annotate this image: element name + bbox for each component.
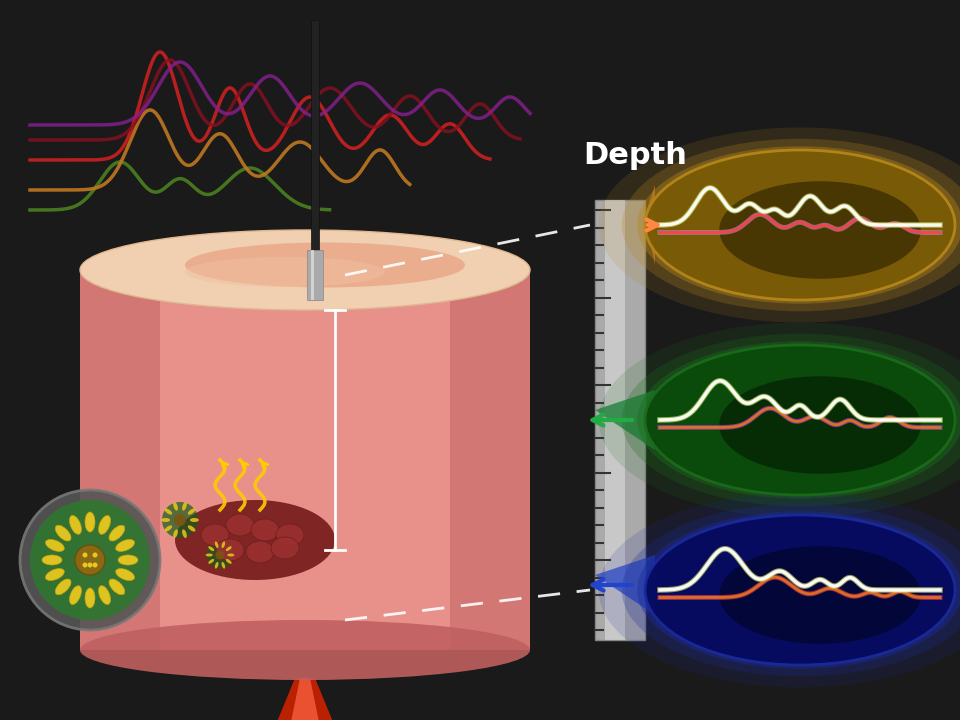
Ellipse shape — [645, 345, 955, 495]
Ellipse shape — [276, 524, 304, 546]
Ellipse shape — [622, 504, 960, 676]
Ellipse shape — [216, 539, 244, 561]
Ellipse shape — [637, 511, 960, 669]
Polygon shape — [275, 678, 335, 720]
Ellipse shape — [637, 146, 960, 304]
Ellipse shape — [42, 555, 62, 565]
Polygon shape — [307, 250, 323, 300]
Ellipse shape — [201, 524, 229, 546]
Ellipse shape — [719, 181, 921, 279]
Ellipse shape — [185, 257, 385, 287]
Ellipse shape — [190, 518, 199, 522]
Ellipse shape — [226, 514, 254, 536]
Ellipse shape — [622, 139, 960, 311]
Ellipse shape — [215, 562, 219, 569]
Ellipse shape — [719, 546, 921, 644]
Ellipse shape — [115, 569, 134, 580]
Polygon shape — [245, 678, 365, 720]
Ellipse shape — [645, 515, 955, 665]
Ellipse shape — [85, 512, 95, 532]
Ellipse shape — [161, 518, 170, 522]
Ellipse shape — [80, 230, 530, 310]
Ellipse shape — [226, 546, 231, 551]
Ellipse shape — [174, 514, 186, 526]
Ellipse shape — [75, 545, 105, 575]
Ellipse shape — [222, 562, 226, 569]
Ellipse shape — [598, 323, 960, 518]
Ellipse shape — [188, 526, 196, 531]
Ellipse shape — [99, 585, 110, 605]
Polygon shape — [80, 270, 530, 650]
Ellipse shape — [246, 541, 274, 563]
Ellipse shape — [188, 508, 196, 515]
Polygon shape — [311, 250, 314, 300]
Ellipse shape — [162, 502, 198, 538]
Ellipse shape — [598, 492, 960, 688]
Ellipse shape — [175, 500, 335, 580]
Ellipse shape — [173, 502, 178, 510]
Ellipse shape — [637, 341, 960, 499]
Polygon shape — [595, 200, 645, 640]
Ellipse shape — [164, 526, 172, 531]
Ellipse shape — [92, 552, 98, 557]
Ellipse shape — [719, 377, 921, 474]
Ellipse shape — [85, 588, 95, 608]
Ellipse shape — [99, 516, 110, 534]
Ellipse shape — [173, 529, 178, 538]
Ellipse shape — [208, 546, 214, 551]
Polygon shape — [605, 200, 625, 640]
Ellipse shape — [182, 502, 187, 510]
Ellipse shape — [208, 559, 214, 564]
Polygon shape — [311, 20, 319, 250]
Ellipse shape — [645, 150, 955, 300]
Ellipse shape — [30, 500, 150, 620]
Ellipse shape — [92, 562, 98, 567]
Polygon shape — [450, 270, 530, 650]
Polygon shape — [595, 390, 655, 450]
Ellipse shape — [206, 541, 233, 569]
Ellipse shape — [271, 537, 299, 559]
Ellipse shape — [109, 525, 125, 541]
Ellipse shape — [622, 334, 960, 506]
Ellipse shape — [80, 620, 530, 680]
Ellipse shape — [118, 555, 138, 565]
Ellipse shape — [56, 579, 71, 595]
Ellipse shape — [228, 554, 234, 557]
Ellipse shape — [69, 585, 82, 605]
Polygon shape — [645, 185, 655, 265]
Ellipse shape — [205, 554, 213, 557]
Ellipse shape — [83, 562, 87, 567]
Ellipse shape — [45, 569, 64, 580]
Ellipse shape — [20, 490, 160, 630]
Ellipse shape — [83, 552, 87, 557]
Ellipse shape — [182, 529, 187, 538]
Text: Depth: Depth — [583, 141, 687, 170]
Polygon shape — [595, 555, 655, 615]
Ellipse shape — [598, 127, 960, 323]
Ellipse shape — [115, 539, 134, 552]
Ellipse shape — [45, 539, 64, 552]
Ellipse shape — [215, 551, 225, 559]
Ellipse shape — [109, 579, 125, 595]
Ellipse shape — [215, 541, 219, 548]
Ellipse shape — [69, 516, 82, 534]
Polygon shape — [80, 270, 160, 650]
Ellipse shape — [251, 519, 279, 541]
Ellipse shape — [87, 562, 92, 567]
Ellipse shape — [56, 525, 71, 541]
Ellipse shape — [185, 243, 465, 287]
Ellipse shape — [226, 559, 231, 564]
Ellipse shape — [222, 541, 226, 548]
Ellipse shape — [164, 508, 172, 515]
